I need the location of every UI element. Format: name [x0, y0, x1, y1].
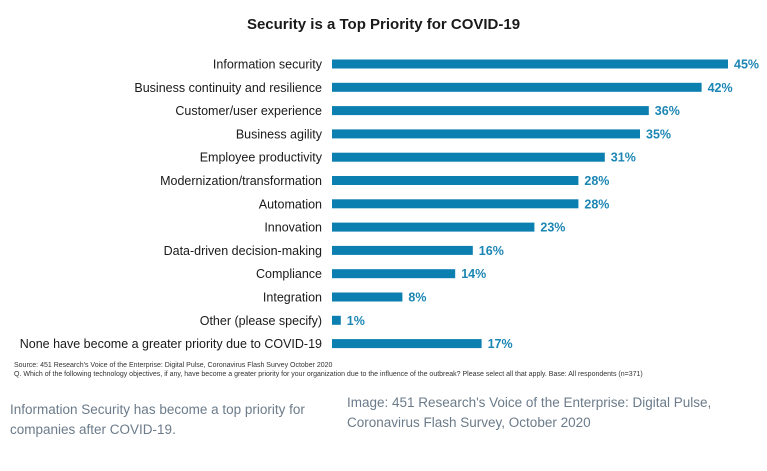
- bar: [332, 245, 473, 255]
- bar: [332, 106, 649, 116]
- category-label: Compliance: [256, 267, 322, 281]
- source-note: Source: 451 Research's Voice of the Ente…: [14, 362, 643, 379]
- value-label: 8%: [408, 291, 426, 305]
- bar: [332, 82, 702, 92]
- chart-title: Security is a Top Priority for COVID-19: [246, 16, 521, 33]
- bar: [332, 222, 535, 232]
- value-label: 45%: [734, 58, 759, 72]
- chart-panel: Security is a Top Priority for COVID-19 …: [14, 16, 759, 379]
- bars-group: Information security 45% Business continui…: [20, 58, 759, 352]
- bar: [332, 269, 456, 279]
- category-label: Employee productivity: [200, 151, 323, 165]
- value-label: 42%: [708, 81, 733, 95]
- value-label: 35%: [646, 127, 671, 141]
- image-caption: Information Security has become a top pr…: [10, 402, 305, 437]
- category-label: Integration: [263, 291, 322, 305]
- value-label: 31%: [611, 151, 636, 165]
- bar: [332, 129, 640, 139]
- bar: [332, 176, 579, 185]
- image-credit: Image: 451 Research's Voice of the Enter…: [347, 395, 712, 430]
- value-label: 16%: [479, 244, 504, 258]
- category-label: Innovation: [264, 221, 322, 235]
- category-label: Customer/user experience: [175, 104, 322, 118]
- bar-chart: Information security 45% Business continui…: [20, 58, 759, 352]
- category-label: Business continuity and resilience: [134, 81, 322, 95]
- question-line: Q. Which of the following technology obj…: [14, 370, 643, 378]
- value-label: 1%: [347, 314, 365, 328]
- category-label: Automation: [259, 197, 322, 211]
- value-label: 14%: [461, 267, 486, 281]
- category-label: Information security: [213, 58, 323, 72]
- category-label: Other (please specify): [200, 314, 322, 328]
- value-label: 36%: [655, 104, 680, 118]
- bar: [332, 292, 403, 302]
- source-line: Source: 451 Research's Voice of the Ente…: [14, 362, 333, 369]
- value-label: 28%: [584, 197, 609, 211]
- category-label: Business agility: [236, 127, 323, 141]
- value-label: 23%: [540, 221, 565, 235]
- value-label: 28%: [584, 174, 609, 188]
- bar: [332, 339, 482, 349]
- value-label: 17%: [488, 337, 513, 351]
- category-label: Data-driven decision-making: [164, 244, 322, 258]
- bar: [332, 199, 579, 209]
- bar: [332, 59, 728, 69]
- bar: [332, 315, 341, 325]
- category-label: None have become a greater priority due …: [20, 337, 322, 351]
- category-label: Modernization/transformation: [160, 174, 322, 188]
- bar: [332, 152, 605, 162]
